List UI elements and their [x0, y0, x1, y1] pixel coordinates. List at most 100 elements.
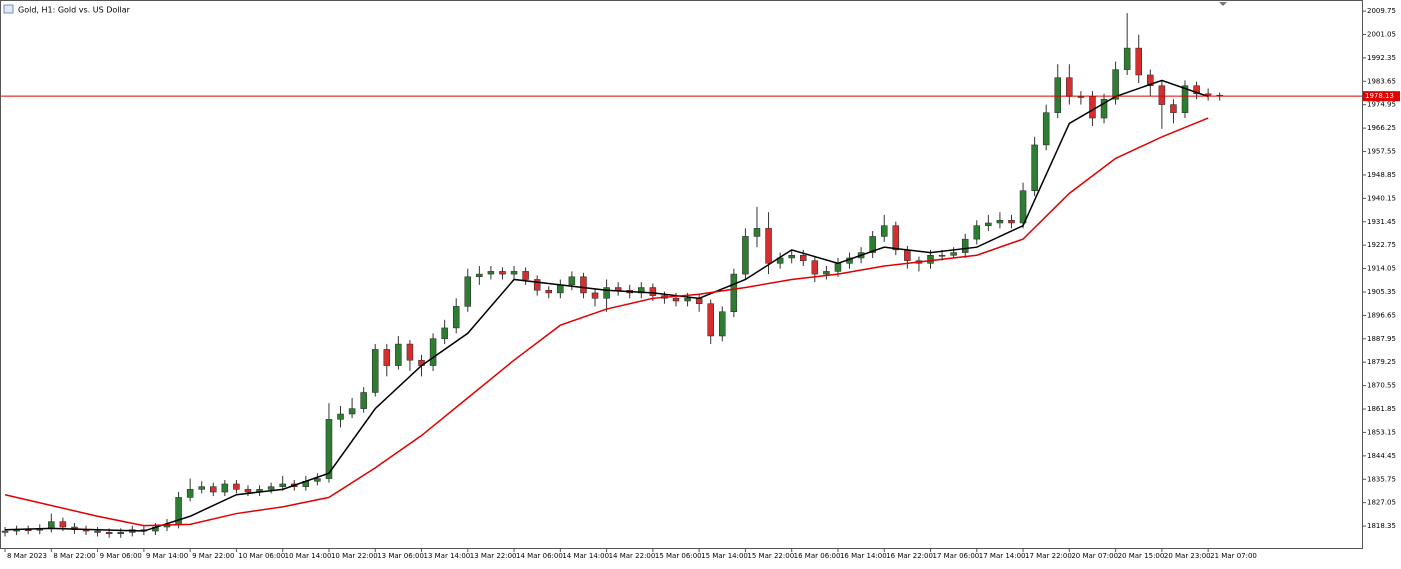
moving-average — [5, 79, 1209, 532]
x-tick-label: 13 Mar 14:00 — [424, 552, 471, 560]
y-tick-label: 2001.05 — [1367, 30, 1396, 38]
candle-body — [753, 228, 761, 237]
x-tick-label: 9 Mar 14:00 — [146, 552, 188, 560]
candle-body — [371, 349, 379, 393]
candle-body — [1193, 85, 1200, 95]
candle-body — [533, 279, 541, 291]
x-tick-label: 17 Mar 14:00 — [979, 552, 1026, 560]
candle-body — [568, 276, 576, 286]
candle-body — [59, 521, 67, 528]
y-tick-label: 1844.45 — [1367, 452, 1396, 460]
candle-body — [279, 483, 286, 487]
x-tick-label: 20 Mar 23:00 — [1164, 552, 1211, 560]
candle-body — [1031, 144, 1038, 191]
candle-body — [1089, 96, 1096, 119]
candle-body — [869, 236, 876, 253]
y-tick-label: 1887.95 — [1367, 335, 1396, 343]
candle-body — [927, 255, 934, 264]
candle-body — [198, 486, 205, 490]
shift-marker — [1219, 2, 1227, 6]
candle-body — [24, 529, 32, 531]
candle-body — [672, 298, 680, 302]
y-tick-label: 1896.65 — [1367, 311, 1396, 319]
x-tick-label: 16 Mar 14:00 — [840, 552, 887, 560]
candle-body — [314, 478, 321, 482]
x-tick-label: 17 Mar 06:00 — [933, 552, 980, 560]
candle-body — [823, 271, 830, 275]
candle-body — [695, 298, 703, 304]
candle-body — [1204, 93, 1212, 96]
candle-body — [961, 238, 969, 253]
x-tick-label: 9 Mar 06:00 — [100, 552, 142, 560]
x-tick-label: 8 Mar 2023 — [7, 552, 47, 560]
candle-body — [210, 486, 217, 493]
candle-body — [580, 276, 587, 294]
price-label-box — [1363, 91, 1400, 102]
candle-body — [1181, 85, 1189, 113]
candle-body — [1066, 77, 1073, 97]
y-tick-label: 1879.25 — [1367, 358, 1396, 366]
candle-body — [1, 530, 9, 533]
y-tick-label: 2009.75 — [1367, 7, 1396, 15]
x-tick-label: 14 Mar 14:00 — [562, 552, 609, 560]
candle-body — [880, 225, 888, 237]
candle-body — [487, 271, 495, 275]
candle-body — [325, 419, 333, 479]
candle-body — [452, 306, 460, 329]
candle-body — [1135, 47, 1142, 76]
y-tick-label: 1861.85 — [1367, 405, 1396, 413]
y-tick-label: 1818.35 — [1367, 522, 1396, 530]
candle-body — [244, 489, 252, 493]
y-tick-label: 1983.65 — [1367, 77, 1396, 85]
candle-body — [94, 530, 101, 533]
candle-body — [1100, 98, 1108, 119]
y-tick-label: 1905.35 — [1367, 288, 1396, 296]
candle-body — [591, 292, 599, 299]
candle-body — [476, 273, 483, 278]
candle-body — [522, 271, 529, 280]
candle-body — [765, 228, 772, 264]
x-tick-label: 17 Mar 22:00 — [1025, 552, 1072, 560]
x-tick-label: 10 Mar 14:00 — [285, 552, 332, 560]
y-tick-label: 1931.45 — [1367, 218, 1396, 226]
x-tick-label: 16 Mar 06:00 — [794, 552, 841, 560]
y-tick-label: 1948.85 — [1367, 171, 1396, 179]
y-tick-label: 1870.55 — [1367, 382, 1396, 390]
plot-frame — [0, 0, 1363, 549]
candle-body — [707, 303, 714, 337]
y-tick-label: 1922.75 — [1367, 241, 1396, 249]
candle-body — [1158, 85, 1166, 105]
y-tick-label: 1992.35 — [1367, 54, 1396, 62]
x-tick-label: 10 Mar 06:00 — [238, 552, 285, 560]
candle-body — [557, 284, 564, 294]
x-tick-label: 9 Mar 22:00 — [192, 552, 234, 560]
y-tick-label: 1974.95 — [1367, 101, 1396, 109]
x-tick-label: 15 Mar 06:00 — [655, 552, 702, 560]
price-label: 1978.13 — [1365, 92, 1394, 100]
candle-body — [1042, 112, 1050, 146]
candle-body — [892, 225, 900, 251]
candle-body — [1112, 69, 1119, 100]
x-tick-label: 20 Mar 07:00 — [1071, 552, 1118, 560]
candle-body — [510, 271, 518, 275]
candle-body — [719, 311, 726, 337]
candle-body — [730, 273, 738, 313]
x-tick-label: 13 Mar 06:00 — [377, 552, 424, 560]
candle-body — [603, 287, 610, 299]
x-tick-label: 14 Mar 06:00 — [516, 552, 563, 560]
x-tick-label: 10 Mar 22:00 — [331, 552, 378, 560]
candle-body — [337, 413, 344, 420]
candle-body — [348, 408, 356, 415]
candle-body — [499, 271, 506, 275]
x-tick-label: 21 Mar 07:00 — [1210, 552, 1257, 560]
candle-body — [48, 521, 55, 529]
y-tick-label: 1835.75 — [1367, 475, 1396, 483]
candle-body — [985, 222, 992, 226]
candle-body — [233, 483, 240, 490]
candle-body — [996, 220, 1004, 224]
candle-body — [105, 532, 113, 534]
candle-body — [429, 338, 437, 366]
candle-body — [464, 276, 472, 307]
candle-body — [614, 287, 622, 291]
x-tick-label: 15 Mar 22:00 — [747, 552, 794, 560]
